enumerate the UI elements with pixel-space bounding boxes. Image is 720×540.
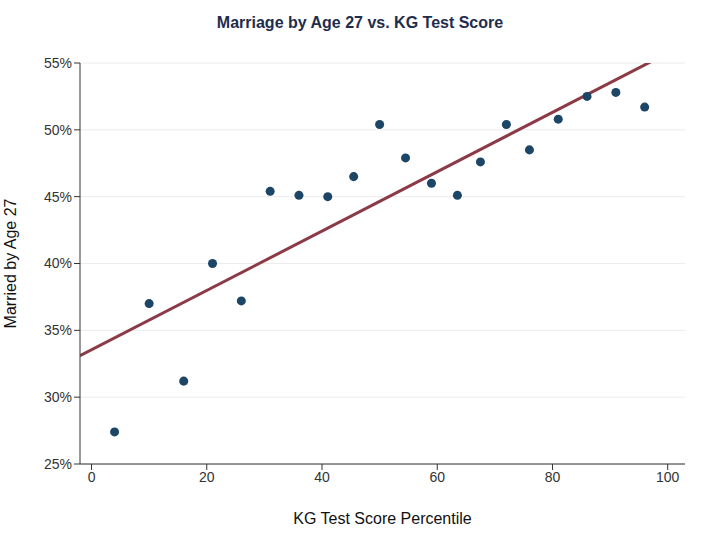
svg-text:55%: 55% bbox=[44, 55, 72, 71]
svg-text:45%: 45% bbox=[44, 189, 72, 205]
svg-text:30%: 30% bbox=[44, 389, 72, 405]
svg-text:35%: 35% bbox=[44, 322, 72, 338]
svg-text:40%: 40% bbox=[44, 255, 72, 271]
svg-text:40: 40 bbox=[314, 469, 330, 485]
svg-text:25%: 25% bbox=[44, 456, 72, 472]
svg-text:20: 20 bbox=[199, 469, 215, 485]
svg-text:100: 100 bbox=[656, 469, 680, 485]
svg-text:60: 60 bbox=[429, 469, 445, 485]
svg-text:80: 80 bbox=[545, 469, 561, 485]
svg-text:KG Test Score Percentile: KG Test Score Percentile bbox=[293, 510, 472, 527]
svg-text:Married by Age 27: Married by Age 27 bbox=[8, 198, 19, 328]
svg-text:0: 0 bbox=[88, 469, 96, 485]
html-text:Marriage by Age 27 vs. KG Test: Marriage by Age 27 vs. KG Test Score bbox=[216, 14, 504, 31]
svg-text:50%: 50% bbox=[44, 122, 72, 138]
